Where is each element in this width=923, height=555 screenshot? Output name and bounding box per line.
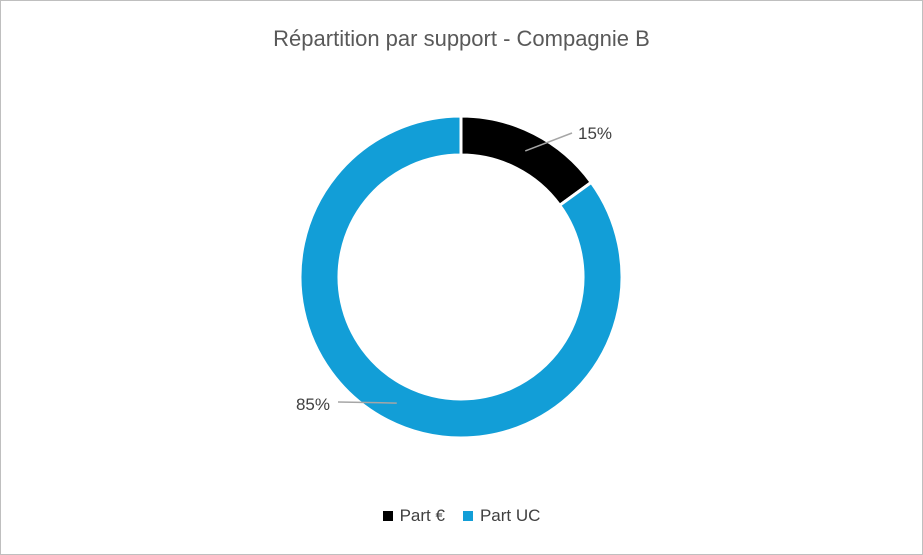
data-label-part-euro: 15%: [578, 124, 612, 143]
data-label-part-uc: 85%: [296, 395, 330, 414]
chart-legend: Part € Part UC: [0, 506, 923, 526]
legend-label-part-euro: Part €: [399, 506, 445, 525]
leader-line-part-uc: [337, 401, 397, 404]
legend-item-part-euro: Part €: [382, 506, 445, 526]
chart-title: Répartition par support - Compagnie B: [273, 26, 650, 51]
legend-swatch-part-euro: [382, 511, 393, 521]
donut-slice-part-uc: [298, 114, 624, 440]
leader-line-part-euro: [524, 132, 573, 152]
legend-swatch-part-uc: [462, 511, 473, 521]
legend-item-part-uc: Part UC: [462, 506, 541, 526]
legend-label-part-uc: Part UC: [479, 506, 541, 525]
donut-slice-part-euro: [459, 114, 594, 208]
